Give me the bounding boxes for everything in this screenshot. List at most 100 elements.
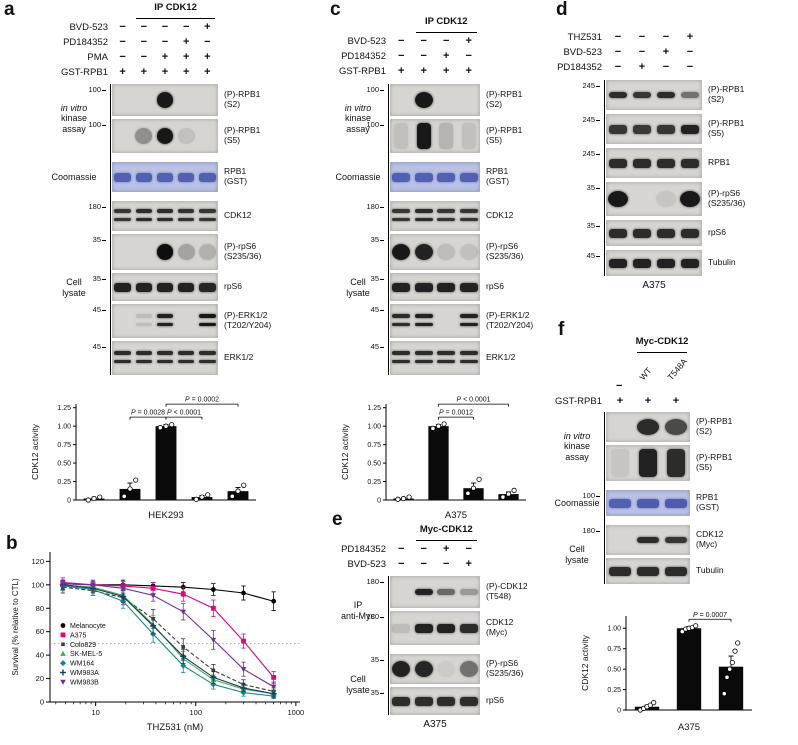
a-group-label-line: Coomassie [51, 171, 97, 182]
c-data-point [470, 485, 477, 491]
f-band [611, 449, 629, 477]
d-blot-label-line: rpS6 [708, 227, 726, 238]
d-band [632, 92, 652, 98]
f-marker-tick [596, 530, 600, 532]
f-y-tick-label: 0 [617, 707, 621, 714]
a-treatment-value: − [182, 21, 190, 33]
e-gel-edge-line [388, 576, 389, 715]
e-marker-tick [380, 616, 384, 618]
d-cell-line-label: A375 [642, 280, 666, 291]
b-series-line-WM983B [62, 583, 274, 688]
c-band [414, 322, 433, 327]
d-band [608, 228, 628, 238]
d-treatment-value: + [686, 31, 694, 43]
a-band [114, 209, 131, 213]
d-blot-label: Tubulin [708, 250, 736, 276]
a-blot-strip-ERK1/2 [112, 341, 218, 375]
d-band [680, 191, 700, 207]
f-band [665, 498, 687, 508]
f-band [665, 537, 687, 543]
d-marker-label: 45 [570, 251, 600, 260]
e-band [437, 589, 456, 595]
d-band [680, 92, 700, 98]
a-ip-header-line [136, 18, 215, 19]
c-band [437, 351, 456, 355]
e-blot-strip-(P)-CDK12-(T548) [390, 576, 480, 608]
d-band [632, 258, 652, 268]
a-band [156, 282, 174, 292]
c-marker-label: 35 [354, 274, 384, 283]
f-blot-label: (P)-RPB1 (S2) [696, 412, 732, 442]
f-blot-label-line: (P)-RPB1 [696, 416, 733, 427]
c-band [439, 123, 454, 149]
d-band [656, 228, 676, 238]
a-y-tick-label: 0.50 [57, 460, 71, 467]
f-y-tick-label: 0.25 [607, 687, 621, 694]
a-data-point [205, 492, 211, 498]
d-blot-strip-(P)-RPB1-(S5) [606, 114, 702, 144]
a-treatment-value: − [140, 21, 148, 33]
f-treatment-value: + [644, 395, 652, 407]
c-band [459, 217, 478, 222]
a-blot-label: rpS6 [224, 273, 242, 301]
a-blot-label-line: (P)-rpS6 [224, 241, 257, 252]
c-y-axis-title: CDK12 activity [340, 423, 350, 479]
c-band [459, 322, 478, 327]
a-band [199, 217, 216, 222]
panel-c-letter: c [330, 0, 341, 20]
c-band [392, 209, 411, 213]
d-treatment-value: + [638, 61, 646, 73]
e-blot-strip-CDK12-(Myc) [390, 611, 480, 645]
a-y-tick-label: 1.25 [57, 405, 71, 412]
a-band [114, 351, 131, 355]
d-treatment-value: − [614, 46, 622, 58]
c-marker-tick [380, 239, 384, 241]
c-blot-strip-CDK12 [390, 201, 480, 231]
d-blot-label: (P)-rpS6 (S235/36) [708, 182, 745, 216]
f-x-axis-title: A375 [678, 722, 700, 733]
c-band [459, 314, 478, 318]
a-band [199, 322, 216, 327]
e-band [437, 661, 456, 677]
a-bar [227, 491, 249, 500]
a-sig-label: P = 0.0002 [185, 397, 219, 404]
a-band [199, 351, 216, 355]
c-marker-label: 45 [354, 305, 384, 314]
d-blot-strip-(P)-rpS6-(S235/36) [606, 182, 702, 216]
a-treatment-value: − [119, 51, 126, 63]
c-band [437, 282, 456, 292]
d-marker-label: 35 [570, 221, 600, 230]
f-blot-label: RPB1 (GST) [696, 490, 719, 516]
c-treatment-value: + [443, 50, 450, 62]
f-blot-label-line: RPB1 [696, 492, 719, 503]
a-treatment-value: + [182, 51, 190, 63]
panel-b-dose-response-chart: 0 20 40 60 80 100 120 10 100 1000 Melanocyte A375 Co… [11, 552, 304, 733]
f-ip-header-label: Myc-CDK12 [635, 336, 689, 347]
c-treatment-value: + [398, 65, 405, 77]
a-marker-label: 180 [76, 202, 106, 211]
d-blot-strip-RPB1 [606, 148, 702, 178]
c-band [459, 244, 478, 260]
e-treatment-value: − [465, 543, 472, 555]
c-data-point [395, 496, 401, 502]
a-band [177, 217, 195, 222]
f-band [664, 419, 688, 435]
a-blot-label: (P)-rpS6 (S235/36) [224, 234, 261, 270]
e-treatment-value: − [398, 543, 405, 555]
f-y-tick-label: 1.00 [607, 626, 621, 633]
c-treatment-value: − [420, 50, 427, 62]
c-group-label-line: assay [346, 123, 370, 134]
a-data-point [169, 422, 175, 428]
d-band [656, 158, 676, 168]
a-blot-label-line: (P)-RPB1 [224, 125, 261, 136]
b-legend-label: SK-MEL-5 [70, 651, 102, 658]
c-band [414, 172, 433, 182]
a-band [199, 172, 216, 182]
a-band [177, 351, 195, 355]
d-band [656, 258, 676, 268]
f-y-tick-label: 0.75 [607, 646, 621, 653]
d-treatment-value: − [686, 46, 694, 58]
d-treatment-value: − [638, 31, 646, 43]
b-series-marker-A375 [210, 605, 216, 611]
c-blot-label-line: (P)-ERK1/2 [486, 310, 530, 321]
